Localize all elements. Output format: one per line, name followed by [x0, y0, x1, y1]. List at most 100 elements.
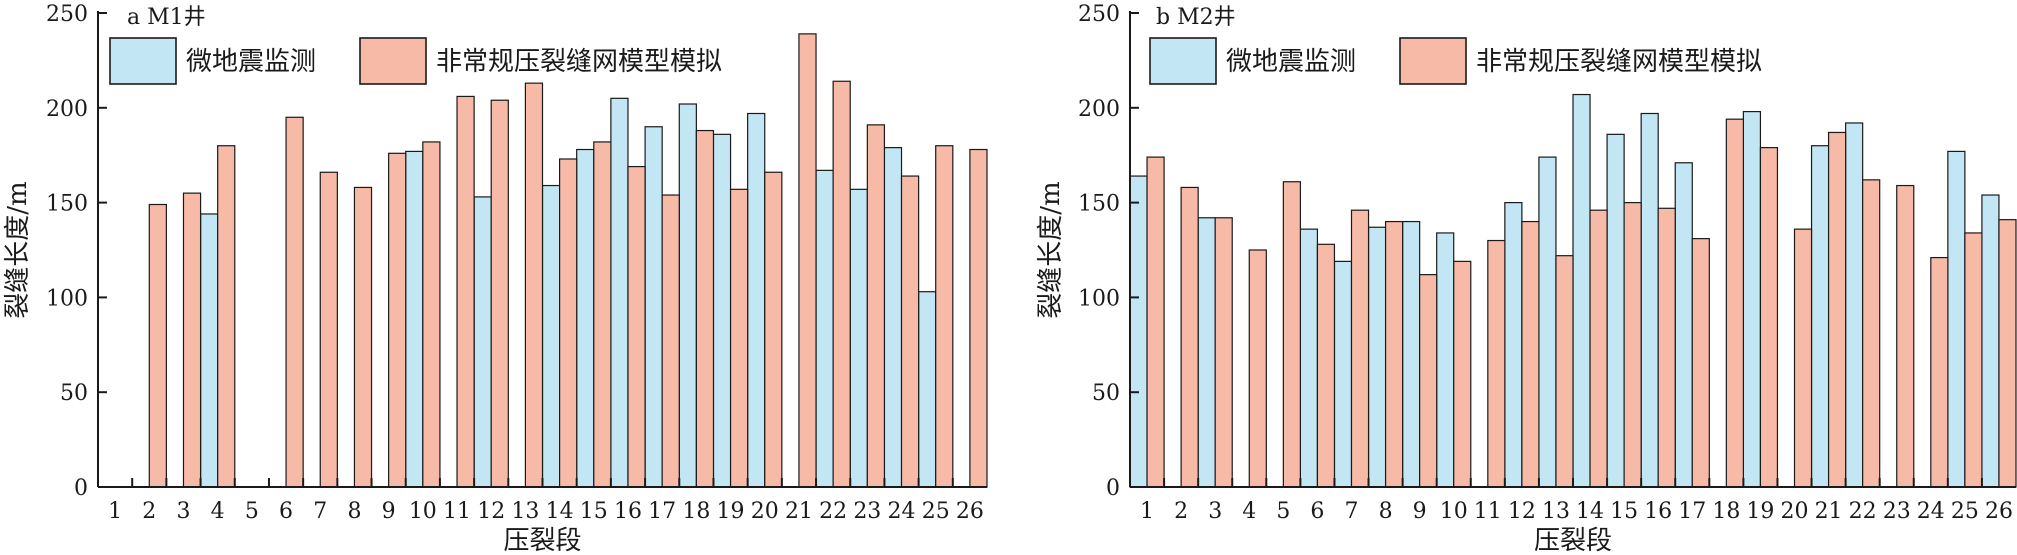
x-tick-label: 21 — [785, 499, 813, 524]
bar-microseismic-15 — [1606, 133, 1625, 488]
x-tick-label: 20 — [1781, 499, 1809, 524]
bar-microseismic-16 — [1640, 112, 1659, 488]
bar-model-9 — [1419, 274, 1438, 488]
bar-model-2 — [148, 203, 167, 488]
bar-microseismic-26 — [1981, 194, 2000, 488]
bar-model-26 — [969, 148, 988, 488]
bar-model-14 — [1589, 209, 1608, 488]
bar-microseismic-12 — [473, 196, 492, 488]
bar-model-15 — [593, 141, 612, 488]
legend-swatch-microseismic — [109, 37, 177, 85]
x-tick-label: 19 — [717, 499, 745, 524]
y-tick-label: 200 — [46, 97, 88, 122]
bar-model-5 — [1282, 181, 1301, 488]
bar-model-24 — [900, 175, 920, 488]
x-tick-label: 2 — [1174, 499, 1188, 524]
x-tick-label: 24 — [1917, 499, 1945, 524]
bar-model-11 — [1487, 239, 1506, 488]
bar-model-15 — [1623, 202, 1642, 488]
bar-microseismic-10 — [1436, 232, 1455, 488]
x-tick-label: 8 — [347, 499, 361, 524]
x-tick-label: 14 — [1576, 499, 1604, 524]
x-tick-label: 12 — [1508, 499, 1536, 524]
bar-microseismic-16 — [610, 97, 629, 488]
bar-microseismic-21 — [1810, 145, 1830, 488]
y-axis-title: 裂缝长度/m — [1036, 181, 1066, 318]
x-tick-label: 10 — [1440, 499, 1468, 524]
bar-microseismic-17 — [644, 126, 663, 488]
x-tick-label: 3 — [1208, 499, 1222, 524]
x-tick-label: 20 — [751, 499, 779, 524]
x-tick-label: 14 — [546, 499, 574, 524]
bar-model-3 — [1214, 217, 1233, 488]
y-tick-label: 250 — [46, 2, 88, 27]
bar-model-2 — [1180, 186, 1199, 488]
bar-model-23 — [866, 124, 886, 488]
bar-model-19 — [1759, 147, 1779, 488]
x-tick-label: 15 — [1610, 499, 1638, 524]
x-tick-label: 26 — [956, 499, 984, 524]
y-tick-label: 200 — [1078, 97, 1120, 122]
legend-swatch-model — [359, 37, 427, 85]
bar-model-13 — [524, 82, 544, 488]
bar-microseismic-14 — [541, 184, 561, 488]
bar-microseismic-4 — [199, 213, 219, 488]
x-tick-label: 9 — [382, 499, 396, 524]
x-tick-label: 6 — [279, 499, 293, 524]
x-tick-label: 18 — [682, 499, 710, 524]
x-tick-label: 11 — [1474, 499, 1502, 524]
x-tick-label: 15 — [580, 499, 608, 524]
bar-model-11 — [456, 95, 475, 488]
x-tick-label: 25 — [922, 499, 950, 524]
x-tick-label: 12 — [477, 499, 505, 524]
x-axis-title: 压裂段 — [503, 526, 581, 555]
legend-swatch-model — [1399, 37, 1467, 85]
x-tick-label: 13 — [1542, 499, 1570, 524]
bar-microseismic-19 — [712, 133, 732, 488]
bar-model-9 — [388, 152, 407, 488]
bar-microseismic-12 — [1504, 202, 1523, 488]
bar-model-8 — [1384, 220, 1404, 488]
x-tick-label: 5 — [1276, 499, 1290, 524]
panel-label: a M1井 — [127, 5, 206, 30]
bar-microseismic-24 — [883, 147, 903, 488]
bar-model-13 — [1555, 255, 1574, 488]
x-tick-label: 9 — [1413, 499, 1427, 524]
bar-model-10 — [1453, 260, 1472, 488]
bar-microseismic-9 — [1402, 220, 1421, 488]
bar-model-26 — [1998, 219, 2017, 488]
x-tick-label: 16 — [614, 499, 642, 524]
x-tick-label: 3 — [176, 499, 190, 524]
x-tick-label: 11 — [443, 499, 471, 524]
bar-microseismic-19 — [1742, 110, 1762, 488]
legend-label-model: 非常规压裂缝网模型模拟 — [1476, 47, 1762, 77]
bar-model-3 — [182, 192, 202, 488]
y-tick-label: 150 — [1078, 192, 1120, 217]
bar-microseismic-14 — [1572, 93, 1591, 488]
bar-model-8 — [353, 186, 373, 488]
bar-microseismic-23 — [849, 188, 868, 488]
x-tick-label: 24 — [888, 499, 916, 524]
bar-model-7 — [1350, 209, 1370, 488]
bar-model-4 — [1248, 249, 1267, 488]
bar-microseismic-22 — [815, 169, 834, 488]
bar-model-7 — [319, 171, 338, 488]
x-tick-label: 23 — [1883, 499, 1911, 524]
bar-model-6 — [285, 116, 304, 488]
bar-microseismic-15 — [576, 148, 595, 488]
x-tick-label: 16 — [1644, 499, 1672, 524]
x-tick-label: 7 — [313, 499, 327, 524]
bar-microseismic-6 — [1299, 228, 1319, 488]
bar-model-12 — [1521, 220, 1540, 488]
bar-microseismic-18 — [678, 103, 697, 488]
legend: 微地震监测 非常规压裂缝网模型模拟 — [1149, 37, 1762, 85]
bar-microseismic-8 — [1367, 226, 1387, 488]
y-tick-label: 0 — [74, 476, 88, 501]
bar-microseismic-3 — [1197, 217, 1216, 488]
bar-model-4 — [217, 145, 236, 488]
bar-model-25 — [1964, 232, 1983, 488]
x-tick-label: 7 — [1345, 499, 1359, 524]
legend: 微地震监测 非常规压裂缝网模型模拟 — [109, 37, 722, 85]
panel-label: b M2井 — [1156, 5, 1236, 30]
